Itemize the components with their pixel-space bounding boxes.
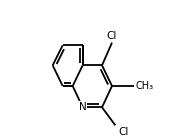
Text: N: N xyxy=(79,102,86,112)
Text: Cl: Cl xyxy=(107,31,117,41)
Text: Cl: Cl xyxy=(118,127,128,137)
Text: CH₃: CH₃ xyxy=(135,81,153,91)
